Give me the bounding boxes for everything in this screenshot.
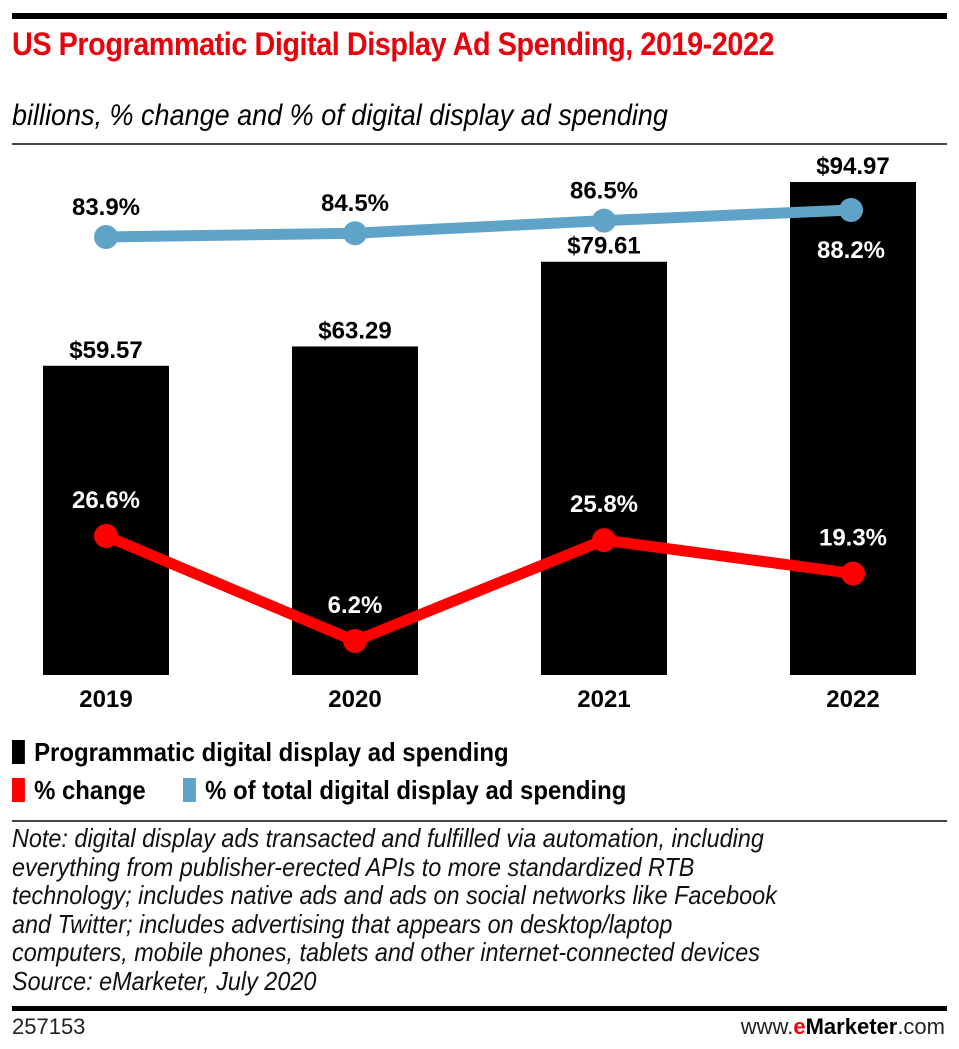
legend-label: % of total digital display ad spending	[205, 774, 627, 805]
x-tick-2020: 2020	[328, 686, 381, 713]
subtitle-rule	[12, 143, 947, 145]
bar-2019	[43, 365, 169, 675]
pct-change-line	[103, 530, 854, 647]
bottom-rule	[12, 1006, 947, 1011]
legend: Programmatic digital display ad spending…	[12, 733, 691, 809]
pct-of-total-label-2022: 88.2%	[817, 237, 885, 264]
brand-name: Marketer	[805, 1014, 898, 1039]
bar-value-label-2020: $63.29	[318, 317, 391, 344]
note-rule	[12, 820, 947, 822]
pct-of-total-line	[105, 204, 852, 243]
x-tick-2022: 2022	[826, 686, 879, 713]
legend-swatch-red	[12, 778, 25, 802]
pct-of-total-label-2021: 86.5%	[570, 178, 638, 205]
note-line: everything from publisher-erected APIs t…	[12, 851, 695, 882]
bar-value-labels: $59.57 $63.29 $79.61 $94.97	[69, 153, 889, 364]
pct-change-label-2019: 26.6%	[72, 487, 140, 514]
brand-e: e	[793, 1014, 806, 1039]
x-tick-2019: 2019	[79, 686, 132, 713]
bar-value-label-2022: $94.97	[816, 153, 889, 180]
pct-of-total-series: 83.9% 84.5% 86.5% 88.2%	[72, 178, 885, 264]
chart-title: US Programmatic Digital Display Ad Spend…	[12, 26, 775, 62]
site-prefix: www.	[740, 1014, 794, 1039]
bar-value-label-2021: $79.61	[567, 233, 640, 260]
note-line: and Twitter; includes advertising that a…	[12, 908, 673, 939]
legend-item-spending: Programmatic digital display ad spending	[12, 737, 509, 768]
x-axis-ticks: 2019 2020 2021 2022	[79, 686, 879, 713]
note-line: computers, mobile phones, tablets and ot…	[12, 937, 760, 967]
legend-swatch-black	[12, 740, 25, 764]
pct-of-total-point-2020	[343, 221, 367, 246]
chart-id: 257153	[12, 1014, 86, 1039]
pct-change-label-2022: 19.3%	[819, 525, 887, 552]
pct-change-point-2021	[592, 528, 616, 553]
chart-plot: $59.57 $63.29 $79.61 $94.97 26.6% 6.2% 25.8% 1…	[43, 153, 916, 713]
pct-change-point-2019	[94, 524, 118, 548]
legend-swatch-blue	[183, 778, 197, 802]
site-link[interactable]: www.eMarketer.com	[741, 1014, 945, 1040]
legend-label: Programmatic digital display ad spending	[34, 736, 509, 767]
pct-of-total-point-2022	[839, 198, 863, 222]
note-line: technology; includes native ads and ads …	[12, 880, 777, 910]
pct-of-total-label-2019: 83.9%	[72, 194, 140, 221]
pct-change-series: 26.6% 6.2% 25.8% 19.3%	[72, 487, 887, 653]
pct-of-total-point-2021	[592, 208, 616, 233]
pct-of-total-point-2019	[94, 225, 118, 249]
pct-of-total-label-2020: 84.5%	[321, 190, 389, 217]
chart-subtitle: billions, % change and % of digital disp…	[12, 99, 668, 132]
bar-value-label-2019: $59.57	[69, 337, 142, 364]
pct-change-point-2022	[841, 561, 865, 586]
x-tick-2021: 2021	[577, 686, 630, 713]
pct-change-point-2020	[343, 629, 367, 653]
pct-change-label-2020: 6.2%	[328, 592, 383, 619]
legend-label: % change	[34, 774, 146, 805]
legend-item-pct-change: % change	[12, 775, 146, 806]
chart-note: Note: digital display ads transacted and…	[12, 824, 921, 995]
bar-2021	[541, 261, 667, 675]
bar-2022	[790, 182, 916, 675]
site-suffix: .com	[897, 1014, 945, 1039]
pct-change-label-2021: 25.8%	[570, 491, 638, 518]
source-line: Source: eMarketer, July 2020	[12, 965, 317, 996]
note-line: Note: digital display ads transacted and…	[12, 823, 764, 853]
bar-series	[43, 182, 916, 675]
top-rule	[12, 13, 947, 19]
legend-item-pct-of-total: % of total digital display ad spending	[183, 774, 627, 806]
